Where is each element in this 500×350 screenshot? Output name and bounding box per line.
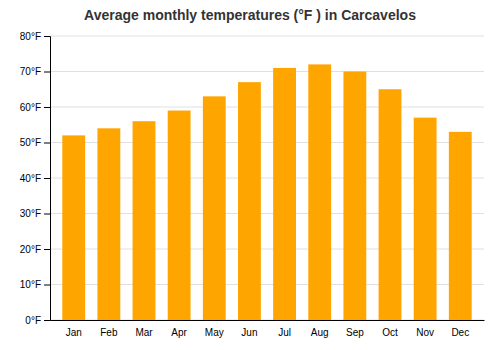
- x-tick-label: Jan: [66, 327, 82, 338]
- x-tick-label: Aug: [311, 327, 329, 338]
- y-tick-mark: [44, 178, 50, 179]
- bar: [203, 96, 226, 320]
- chart-svg: Jan Feb Mar Apr May Jun Jul Aug Sep Oct Nov Dec 0°F 1…: [0, 0, 500, 350]
- x-tick-label: Oct: [382, 327, 398, 338]
- bar: [379, 89, 402, 320]
- x-tick: Dec: [451, 327, 469, 338]
- y-tick-mark: [44, 107, 50, 108]
- x-tick: Jan: [66, 327, 82, 338]
- x-tick: May: [205, 327, 224, 338]
- y-tick: 70°F: [20, 66, 50, 77]
- y-tick-label: 50°F: [20, 137, 41, 148]
- y-tick: 40°F: [20, 173, 50, 184]
- y-tick: 10°F: [20, 279, 50, 290]
- grid-line: [50, 36, 484, 37]
- y-tick: 50°F: [20, 137, 50, 148]
- y-axis: 0°F 10°F 20°F 30°F 40°F 50°F 60°F 70°F 80°F: [20, 31, 51, 326]
- y-tick-mark: [44, 143, 50, 144]
- y-tick-label: 40°F: [20, 173, 41, 184]
- bar: [238, 82, 261, 320]
- grid: [50, 36, 484, 320]
- bar: [308, 64, 331, 320]
- x-tick: Jun: [241, 327, 257, 338]
- x-tick: Aug: [311, 327, 329, 338]
- x-tick: Oct: [382, 327, 398, 338]
- y-tick-label: 0°F: [25, 315, 41, 326]
- y-tick-label: 10°F: [20, 279, 41, 290]
- bars: [62, 64, 471, 320]
- x-tick-label: Apr: [171, 327, 187, 338]
- y-tick: 0°F: [25, 315, 50, 326]
- bar: [97, 128, 120, 320]
- y-tick: 30°F: [20, 208, 50, 219]
- y-tick-mark: [44, 285, 50, 286]
- x-tick: Jul: [278, 327, 291, 338]
- bar: [414, 118, 437, 320]
- bar: [168, 111, 191, 320]
- x-tick: Mar: [135, 327, 153, 338]
- bar: [449, 132, 472, 320]
- x-axis-line: [51, 320, 485, 321]
- x-tick-label: May: [205, 327, 224, 338]
- grid-line: [50, 107, 484, 108]
- y-tick: 20°F: [20, 244, 50, 255]
- title: Average monthly temperatures (°F ) in Ca…: [84, 7, 416, 23]
- x-tick: Sep: [346, 327, 364, 338]
- y-tick-label: 70°F: [20, 66, 41, 77]
- y-tick-mark: [44, 36, 50, 37]
- y-tick: 60°F: [20, 102, 50, 113]
- chart-container: Jan Feb Mar Apr May Jun Jul Aug Sep Oct Nov Dec 0°F 1…: [0, 0, 500, 350]
- x-tick-label: Dec: [451, 327, 469, 338]
- y-tick-mark: [44, 214, 50, 215]
- x-tick: Nov: [416, 327, 434, 338]
- x-tick-label: Sep: [346, 327, 364, 338]
- x-tick: Feb: [100, 327, 118, 338]
- y-tick-label: 60°F: [20, 102, 41, 113]
- x-tick-label: Mar: [135, 327, 153, 338]
- y-tick: 80°F: [20, 31, 50, 42]
- y-tick-mark: [44, 72, 50, 73]
- x-tick-label: Jul: [278, 327, 291, 338]
- x-tick-label: Jun: [241, 327, 257, 338]
- y-axis-line: [44, 37, 51, 321]
- y-tick-mark: [44, 320, 50, 321]
- x-axis: Jan Feb Mar Apr May Jun Jul Aug Sep Oct Nov Dec: [51, 321, 485, 339]
- x-tick: Apr: [171, 327, 187, 338]
- x-tick-label: Feb: [100, 327, 118, 338]
- y-tick-mark: [44, 249, 50, 250]
- y-tick-label: 20°F: [20, 244, 41, 255]
- bar: [343, 72, 366, 321]
- bar: [273, 68, 296, 320]
- bar: [62, 135, 85, 320]
- y-tick-label: 80°F: [20, 31, 41, 42]
- y-tick-label: 30°F: [20, 208, 41, 219]
- grid-line: [50, 71, 484, 72]
- bar: [133, 121, 156, 320]
- x-tick-label: Nov: [416, 327, 434, 338]
